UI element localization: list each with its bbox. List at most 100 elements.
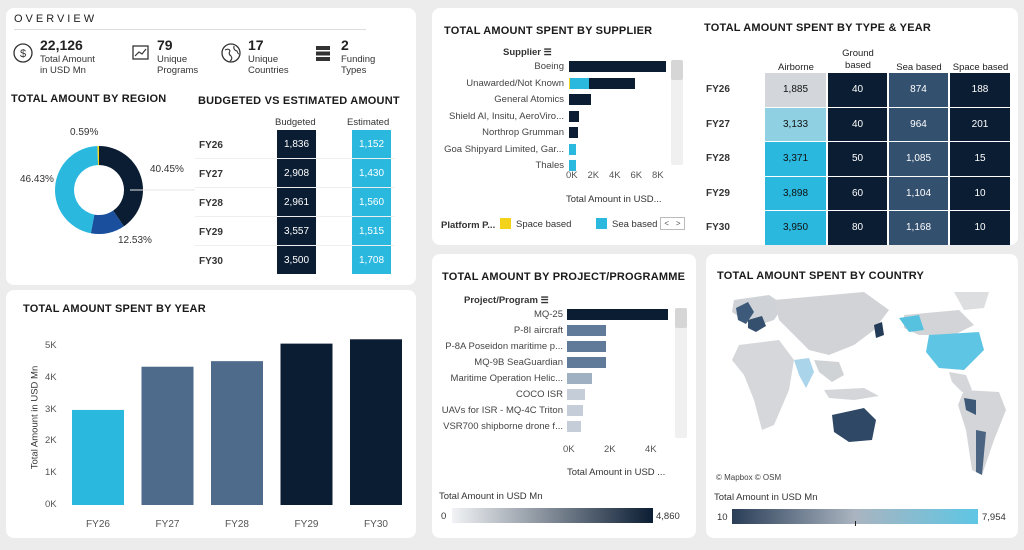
donut-slice[interactable]	[55, 146, 99, 234]
supplier-bar[interactable]	[569, 127, 578, 138]
typeyear-cell[interactable]: 1,085	[889, 142, 948, 176]
typeyear-cell[interactable]: 3,898	[765, 176, 826, 210]
project-legend-gradient	[452, 508, 653, 523]
typeyear-cell[interactable]: 15	[950, 142, 1010, 176]
year-bar[interactable]	[72, 409, 124, 505]
project-bar[interactable]	[567, 421, 581, 432]
estimated-cell[interactable]: 1,560	[352, 188, 391, 216]
budget-title: BUDGETED VS ESTIMATED AMOUNT	[198, 95, 400, 107]
supplier-label: Goa Shipyard Limited, Gar...	[444, 143, 564, 155]
typeyear-cell[interactable]: 1,885	[765, 73, 826, 107]
map-attribution[interactable]: © Mapbox © OSM	[716, 473, 782, 482]
typeyear-cell[interactable]: 10	[950, 176, 1010, 210]
country-map[interactable]	[714, 290, 1014, 485]
budgeted-cell[interactable]: 3,500	[277, 246, 316, 274]
project-bar[interactable]	[567, 357, 606, 368]
donut-slice[interactable]	[99, 146, 143, 227]
year-bar[interactable]	[280, 343, 333, 505]
year-bar[interactable]	[141, 366, 194, 505]
supplier-legend-title: Platform P...	[441, 220, 496, 231]
legend-scroll-buttons[interactable]: < >	[660, 217, 685, 230]
kpi-countries-label2: Countries	[248, 65, 289, 76]
project-xlabel: Total Amount in USD ...	[567, 467, 666, 478]
supplier-label: Shield AI, Insitu, AeroViro...	[449, 110, 564, 122]
sort-icon[interactable]: ☰	[543, 47, 552, 57]
supplier-xtick: 4K	[609, 170, 621, 181]
donut-label: 0.59%	[70, 127, 98, 138]
year-xtick: FY27	[156, 519, 180, 530]
typeyear-cell[interactable]: 3,133	[765, 107, 826, 141]
budgeted-cell[interactable]: 2,908	[277, 159, 316, 187]
typeyear-cell[interactable]: 60	[828, 176, 887, 210]
typeyear-cell[interactable]: 50	[828, 142, 887, 176]
typeyear-cell[interactable]: 1,168	[889, 211, 948, 245]
supplier-bar[interactable]	[569, 77, 571, 89]
supplier-bar[interactable]	[570, 77, 589, 89]
supplier-bar[interactable]	[569, 61, 666, 72]
typeyear-cell[interactable]: 188	[950, 73, 1010, 107]
typeyear-row-year: FY29	[706, 187, 730, 199]
supplier-bar[interactable]	[588, 77, 635, 89]
project-label: MQ-25	[533, 309, 563, 320]
typeyear-cell[interactable]: 40	[828, 107, 887, 141]
typeyear-cell[interactable]: 201	[950, 107, 1010, 141]
estimated-cell[interactable]: 1,152	[352, 130, 391, 158]
kpi-total-label1: Total Amount	[40, 54, 95, 65]
typeyear-cell[interactable]: 3,950	[765, 211, 826, 245]
project-bar[interactable]	[567, 405, 583, 416]
legend-sea-label: Sea based	[612, 219, 658, 230]
donut-slice[interactable]	[97, 146, 99, 166]
project-bar[interactable]	[567, 325, 606, 336]
project-header-label: Project/Program	[464, 295, 538, 306]
budgeted-cell[interactable]: 2,961	[277, 188, 316, 216]
typeyear-cell[interactable]: 1,104	[889, 176, 948, 210]
supplier-header[interactable]: Supplier ☰	[503, 47, 552, 58]
supplier-bar[interactable]	[569, 143, 576, 155]
project-bar[interactable]	[567, 341, 606, 352]
year-bar[interactable]	[211, 361, 263, 505]
typeyear-cell[interactable]: 40	[828, 73, 887, 107]
budget-row-divider	[195, 187, 395, 188]
map-japan	[874, 322, 884, 338]
map-alaska	[899, 315, 924, 332]
project-bar[interactable]	[567, 373, 592, 384]
estimated-cell[interactable]: 1,515	[352, 217, 391, 245]
estimated-cell[interactable]: 1,708	[352, 246, 391, 274]
typeyear-col-header: Sea based	[896, 62, 942, 73]
project-bar[interactable]	[567, 389, 585, 400]
supplier-bar[interactable]	[569, 110, 579, 122]
donut-slice[interactable]	[90, 210, 124, 234]
chevron-left-icon[interactable]: <	[664, 219, 670, 228]
sort-icon[interactable]: ☰	[540, 295, 549, 305]
year-bar-chart[interactable]: FY26 FY27 FY28 FY29 FY30	[60, 325, 405, 535]
project-legend-title: Total Amount in USD Mn	[439, 491, 543, 502]
estimated-cell[interactable]: 1,430	[352, 159, 391, 187]
chevron-right-icon[interactable]: >	[675, 219, 681, 228]
budget-row-year: FY30	[199, 256, 223, 267]
supplier-scrollbar[interactable]	[671, 60, 683, 165]
budget-row-year: FY27	[199, 169, 223, 180]
budgeted-cell[interactable]: 3,557	[277, 217, 316, 245]
supplier-bar[interactable]	[569, 94, 591, 105]
kpi-programs-label1: Unique	[157, 54, 188, 65]
year-xtick: FY30	[364, 519, 388, 530]
kpi-total-label2: in USD Mn	[40, 65, 86, 76]
typeyear-cell[interactable]: 874	[889, 73, 948, 107]
typeyear-cell[interactable]: 10	[950, 211, 1010, 245]
project-label: Maritime Operation Helic...	[450, 373, 563, 384]
map-usa	[926, 332, 984, 370]
budgeted-cell[interactable]: 1,836	[277, 130, 316, 158]
project-header[interactable]: Project/Program ☰	[464, 295, 549, 306]
supplier-bar[interactable]	[569, 160, 576, 171]
typeyear-cell[interactable]: 3,371	[765, 142, 826, 176]
typeyear-cell[interactable]: 80	[828, 211, 887, 245]
project-scrollbar[interactable]	[675, 308, 687, 438]
supplier-label: Boeing	[534, 61, 564, 72]
year-bar[interactable]	[350, 339, 402, 505]
typeyear-cell[interactable]: 964	[889, 107, 948, 141]
year-ytick: 0K	[45, 499, 57, 510]
map-peru	[964, 398, 976, 415]
project-bar[interactable]	[567, 309, 668, 320]
project-label: P-8A Poseidon maritime p...	[445, 341, 563, 352]
region-donut-chart[interactable]: 40.45% 12.53% 46.43% 0.59%	[10, 110, 195, 270]
